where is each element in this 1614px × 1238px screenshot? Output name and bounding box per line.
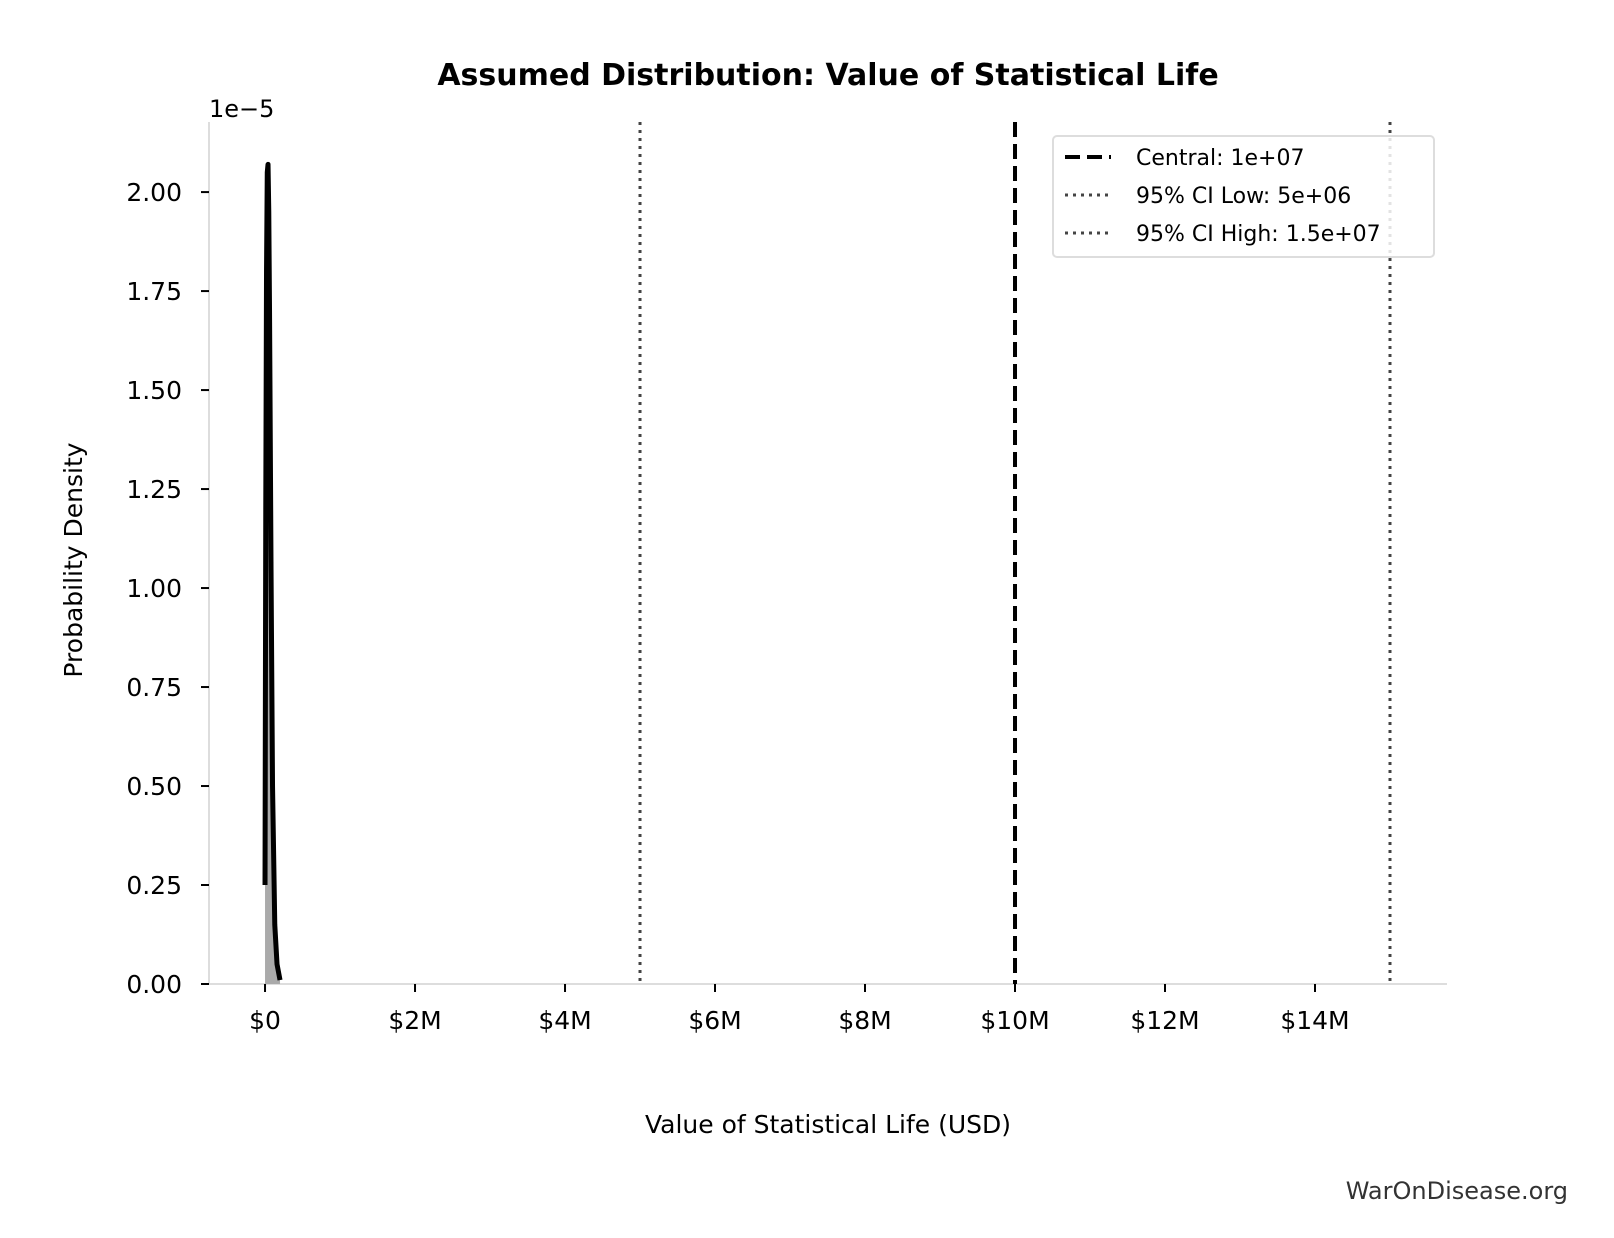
density-curve (262, 161, 283, 981)
y-tick-label: 2.00 (126, 178, 182, 207)
watermark: WarOnDisease.org (1346, 1177, 1568, 1205)
x-tick-label: $2M (388, 1006, 441, 1035)
legend-entry: Central: 1e+07 (1136, 146, 1304, 171)
x-tick-label: $4M (538, 1006, 591, 1035)
y-tick-label: 1.25 (126, 475, 182, 504)
x-tick-label: $10M (980, 1006, 1049, 1035)
x-tick-label: $12M (1130, 1006, 1199, 1035)
y-tick-label: 0.00 (126, 970, 182, 999)
y-tick-label: 1.00 (126, 574, 182, 603)
y-tick-label: 0.50 (126, 772, 182, 801)
x-tick-label: $0 (249, 1006, 281, 1035)
legend: Central: 1e+07 95% CI Low: 5e+06 95% CI Hi… (1052, 135, 1435, 258)
y-tick-label: 1.75 (126, 277, 182, 306)
y-tick-label: 0.25 (126, 871, 182, 900)
x-axis-label: Value of Statistical Life (USD) (645, 1110, 1011, 1139)
legend-entry: 95% CI High: 1.5e+07 (1136, 222, 1381, 247)
y-scale-label: 1e−5 (209, 95, 274, 123)
x-tick-label: $14M (1280, 1006, 1349, 1035)
x-tick-label: $6M (688, 1006, 741, 1035)
y-tick-label: 0.75 (126, 673, 182, 702)
chart-title: Assumed Distribution: Value of Statistic… (437, 58, 1218, 93)
legend-box (1052, 135, 1435, 258)
x-tick-label: $8M (838, 1006, 891, 1035)
y-axis-label: Probability Density (59, 442, 88, 677)
legend-entry: 95% CI Low: 5e+06 (1136, 184, 1351, 209)
y-tick-label: 1.50 (126, 376, 182, 405)
